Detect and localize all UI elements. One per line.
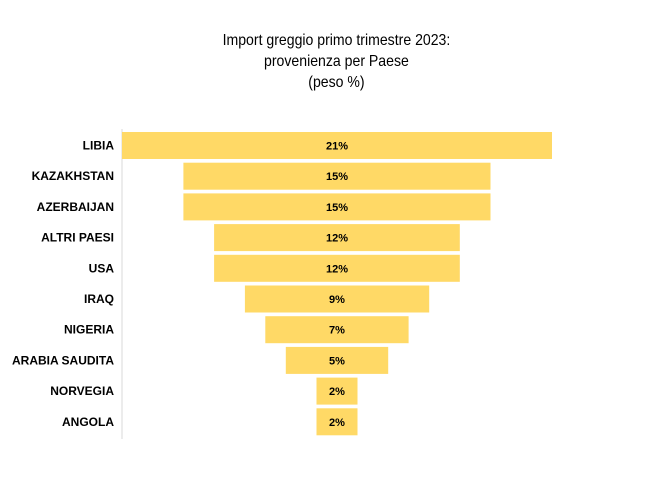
category-label-usa: USA (89, 261, 115, 275)
bar-norvegia (316, 377, 358, 405)
chart-title: Import greggio primo trimestre 2023: pro… (40, 30, 632, 93)
value-label-iraq: 9% (329, 294, 345, 306)
bars-group (122, 132, 552, 436)
bar-arabia-saudita (285, 346, 389, 374)
category-label-azerbaijan: AZERBAIJAN (37, 200, 114, 214)
chart-title-line-1: Import greggio primo trimestre 2023: (222, 32, 451, 49)
bar-usa (214, 254, 460, 282)
value-label-kazakhstan: 15% (326, 171, 348, 183)
category-label-nigeria: NIGERIA (64, 323, 114, 337)
bar-kazakhstan (183, 162, 491, 190)
bar-altri-paesi (214, 224, 460, 252)
value-label-libia: 21% (326, 141, 348, 153)
chart-title-line-2: provenienza per Paese (264, 53, 409, 70)
category-label-arabia-saudita: ARABIA SAUDITA (12, 353, 114, 367)
chart-title-line-3: (peso %) (308, 74, 365, 91)
value-label-usa: 12% (326, 263, 348, 275)
value-label-azerbaijan: 15% (326, 202, 348, 214)
bar-azerbaijan (183, 193, 491, 221)
category-label-angola: ANGOLA (62, 415, 114, 429)
value-label-angola: 2% (329, 417, 345, 429)
bar-angola (316, 408, 358, 436)
category-label-norvegia: NORVEGIA (50, 384, 114, 398)
category-labels-group: LIBIA KAZAKHSTAN AZERBAIJAN ALTRI PAESI USA I… (12, 139, 114, 429)
bar-iraq (244, 285, 430, 313)
value-labels-group: 21% 15% 15% 12% 12% 9% 7% 5% 2% 2% (326, 141, 348, 429)
value-label-altri-paesi: 12% (326, 233, 348, 245)
category-label-kazakhstan: KAZAKHSTAN (32, 169, 114, 183)
category-label-altri-paesi: ALTRI PAESI (41, 231, 114, 245)
category-label-iraq: IRAQ (84, 292, 114, 306)
bar-libia (122, 132, 552, 159)
value-label-arabia-saudita: 5% (329, 355, 345, 367)
bar-nigeria (265, 316, 409, 344)
category-label-libia: LIBIA (83, 139, 115, 153)
value-label-norvegia: 2% (329, 386, 345, 398)
value-label-nigeria: 7% (329, 325, 345, 337)
